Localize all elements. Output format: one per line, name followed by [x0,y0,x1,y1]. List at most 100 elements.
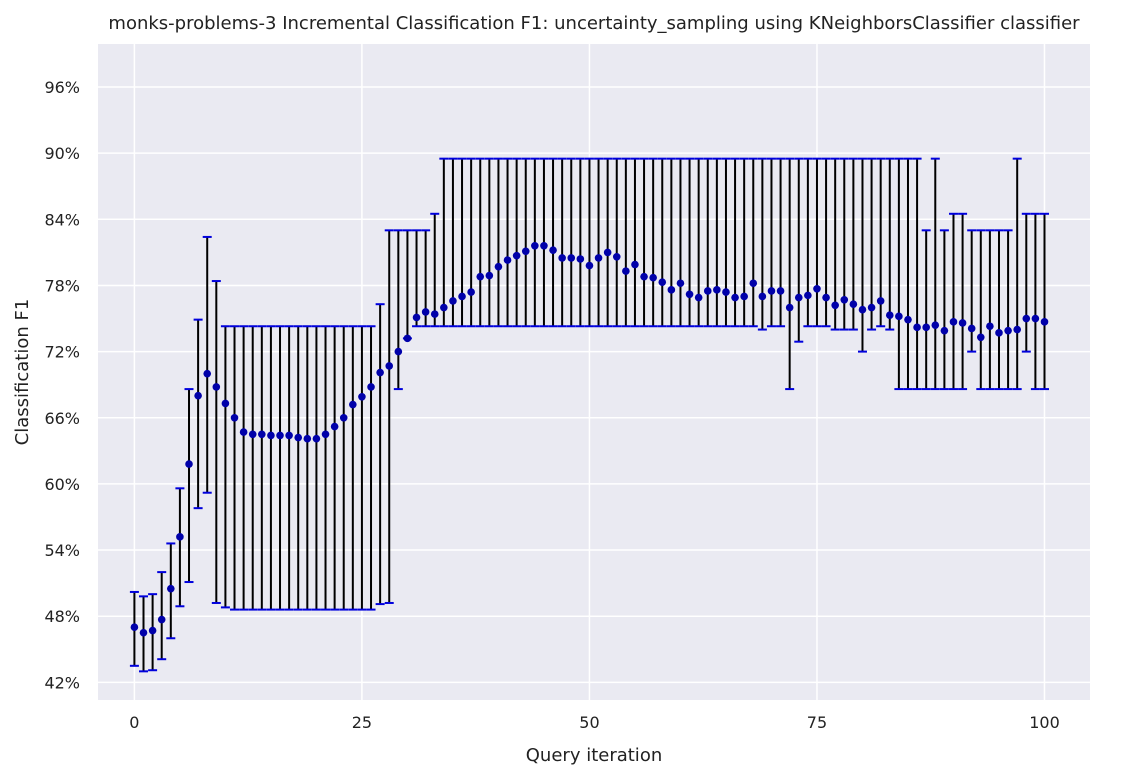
data-point [1022,314,1031,323]
y-tick-label: 66% [44,409,80,428]
y-tick-label: 78% [44,276,80,295]
data-point [576,255,585,263]
data-point [321,430,330,439]
data-point [267,431,275,440]
data-point [494,262,503,271]
data-point [558,254,566,262]
data-point [139,628,148,637]
data-point [631,260,639,269]
data-point [767,287,776,295]
data-point [248,430,257,439]
data-point [412,313,421,322]
data-point [822,293,830,302]
x-tick-label: 75 [807,713,827,732]
y-tick-label: 72% [44,343,80,362]
data-point [794,293,803,302]
data-point [976,333,985,342]
data-point [840,295,849,304]
data-point [867,303,876,312]
data-point [676,279,685,288]
data-point [303,434,312,443]
x-tick-label: 25 [352,713,372,732]
data-point [239,428,248,436]
tick-labels: 0 25 50 75 100 42% 48% 54% 60% 66% 72% 78% 84% 90% 96% [44,78,1059,732]
data-point [949,318,958,326]
data-point [612,252,621,261]
data-point [876,297,885,305]
data-point [157,615,166,624]
data-point [367,383,375,391]
plot-area [98,44,1090,700]
data-point [540,241,548,250]
data-point [330,422,339,431]
y-tick-label: 48% [44,607,80,626]
data-point [349,400,357,409]
data-point [722,288,730,296]
x-tick-label: 100 [1029,713,1060,732]
x-axis-label: Query iteration [526,745,662,766]
data-point [640,272,648,281]
data-point [1031,314,1040,323]
data-point [713,286,721,294]
data-point [221,399,230,408]
data-point [203,369,212,378]
data-point [531,241,539,250]
data-point [376,368,384,377]
x-tick-label: 50 [579,713,599,732]
data-point [776,287,785,295]
data-point [731,293,739,302]
data-point [503,256,512,264]
data-point [913,323,921,332]
data-point [394,347,403,356]
data-point [594,254,603,262]
data-point [895,312,903,321]
y-tick-label: 54% [44,541,80,560]
data-point [904,315,912,324]
data-point [758,292,767,301]
data-point [658,278,667,286]
data-point [694,293,703,302]
data-point [995,329,1003,337]
data-point [130,623,139,632]
data-point [148,626,157,635]
data-point [285,431,293,440]
data-point [567,254,576,262]
data-point [603,248,612,257]
y-axis-label: Classification F1 [12,299,33,446]
data-point [831,301,839,310]
chart-title: monks-problems-3 Incremental Classificat… [108,13,1080,34]
data-point [485,271,494,280]
y-tick-label: 84% [44,210,80,229]
y-tick-label: 60% [44,475,80,494]
data-point [958,319,967,327]
data-point [940,326,949,335]
data-point [649,273,657,282]
x-tick-label: 0 [129,713,139,732]
data-point [967,324,976,333]
data-point [667,286,676,294]
data-point [703,287,712,295]
data-point [931,321,940,329]
data-point [521,247,530,256]
data-point [430,310,439,318]
data-point [185,460,193,468]
data-point [585,261,594,270]
data-point [740,292,748,301]
data-points [130,241,1049,637]
data-point [276,431,284,440]
data-point [749,279,758,288]
data-point [358,393,366,401]
data-point [212,383,221,391]
data-point [813,284,821,293]
data-point [421,308,430,316]
data-point [804,291,812,300]
data-point [476,272,485,281]
y-tick-label: 90% [44,144,80,163]
data-point [167,584,175,593]
data-point [403,334,412,343]
data-point [785,303,794,312]
data-point [885,311,894,320]
data-point [622,267,630,275]
data-point [986,322,994,331]
